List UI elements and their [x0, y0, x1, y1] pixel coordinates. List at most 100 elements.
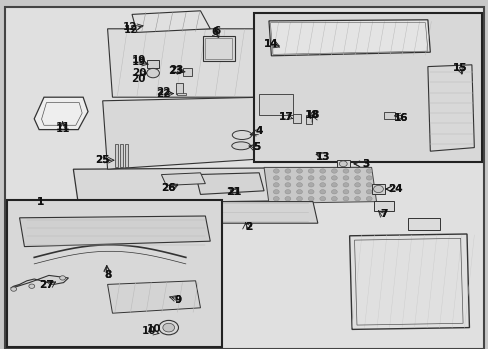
Bar — [0, 349, 488, 360]
Circle shape — [331, 190, 337, 194]
Text: 1: 1 — [37, 197, 43, 207]
Text: 8: 8 — [104, 270, 111, 280]
Text: 18: 18 — [304, 110, 319, 120]
Polygon shape — [195, 173, 264, 194]
Polygon shape — [11, 275, 68, 288]
Circle shape — [354, 176, 360, 180]
Bar — [373, 201, 393, 211]
Text: 2: 2 — [244, 222, 251, 232]
Circle shape — [331, 169, 337, 173]
Bar — [176, 83, 183, 94]
Circle shape — [48, 280, 54, 285]
Text: 22: 22 — [156, 87, 171, 97]
Circle shape — [11, 287, 17, 291]
Bar — [383, 112, 394, 119]
Bar — [205, 38, 232, 59]
Text: 19: 19 — [132, 57, 146, 67]
Text: 14: 14 — [264, 39, 278, 49]
Circle shape — [29, 284, 35, 288]
Bar — [305, 115, 312, 124]
Circle shape — [285, 183, 290, 187]
Text: 22: 22 — [156, 89, 171, 99]
Circle shape — [343, 197, 348, 201]
Bar — [120, 144, 122, 167]
Text: 25: 25 — [95, 155, 110, 165]
Circle shape — [331, 183, 337, 187]
Polygon shape — [268, 20, 429, 56]
Text: 16: 16 — [393, 113, 407, 123]
Text: 7: 7 — [379, 209, 387, 219]
Circle shape — [319, 190, 325, 194]
Text: 1: 1 — [37, 197, 43, 207]
Circle shape — [354, 169, 360, 173]
Text: 25: 25 — [95, 155, 110, 165]
Bar — [146, 60, 159, 68]
Text: 11: 11 — [55, 122, 70, 132]
Text: 4: 4 — [255, 126, 263, 136]
Ellipse shape — [231, 142, 250, 150]
Polygon shape — [259, 94, 293, 115]
Text: 12: 12 — [122, 22, 137, 32]
Text: 7: 7 — [379, 209, 387, 219]
Circle shape — [343, 169, 348, 173]
Circle shape — [339, 161, 346, 167]
Circle shape — [307, 190, 313, 194]
Bar — [337, 160, 349, 167]
Circle shape — [319, 169, 325, 173]
Circle shape — [60, 276, 65, 280]
Circle shape — [273, 183, 279, 187]
Circle shape — [307, 169, 313, 173]
Text: 3: 3 — [362, 159, 368, 169]
Text: 5: 5 — [253, 142, 260, 152]
Circle shape — [366, 197, 371, 201]
Text: 6: 6 — [211, 27, 218, 37]
Bar — [203, 36, 234, 61]
Circle shape — [354, 183, 360, 187]
Text: 13: 13 — [315, 152, 329, 162]
Circle shape — [366, 176, 371, 180]
Circle shape — [285, 169, 290, 173]
Circle shape — [331, 176, 337, 180]
Polygon shape — [259, 97, 351, 158]
Circle shape — [285, 190, 290, 194]
Polygon shape — [107, 281, 200, 313]
Bar — [407, 218, 439, 230]
Text: 23: 23 — [167, 66, 182, 76]
Text: 12: 12 — [123, 24, 138, 35]
Circle shape — [285, 197, 290, 201]
Text: 3: 3 — [362, 159, 368, 169]
Text: 9: 9 — [175, 294, 182, 305]
Circle shape — [331, 197, 337, 201]
Text: 26: 26 — [161, 183, 176, 193]
Bar — [371, 184, 385, 194]
Circle shape — [319, 197, 325, 201]
Text: 9: 9 — [175, 294, 182, 305]
Text: 26: 26 — [161, 183, 176, 193]
Bar — [254, 13, 481, 162]
Circle shape — [307, 197, 313, 201]
Text: 13: 13 — [315, 152, 329, 162]
Circle shape — [343, 176, 348, 180]
Circle shape — [354, 190, 360, 194]
Polygon shape — [102, 97, 268, 169]
Circle shape — [296, 190, 302, 194]
Circle shape — [366, 183, 371, 187]
Circle shape — [307, 183, 313, 187]
Circle shape — [296, 197, 302, 201]
Circle shape — [273, 197, 279, 201]
Text: 15: 15 — [451, 63, 466, 73]
Text: 23: 23 — [168, 65, 183, 75]
Circle shape — [319, 176, 325, 180]
Text: 8: 8 — [104, 270, 111, 280]
Circle shape — [366, 169, 371, 173]
Polygon shape — [161, 173, 205, 185]
Circle shape — [373, 185, 383, 193]
Text: 5: 5 — [253, 142, 260, 152]
Bar — [124, 144, 127, 167]
Text: 17: 17 — [278, 112, 293, 122]
Bar — [7, 200, 222, 347]
Ellipse shape — [232, 131, 251, 140]
Circle shape — [159, 320, 178, 335]
Text: 11: 11 — [55, 123, 70, 134]
Text: 4: 4 — [255, 126, 263, 136]
